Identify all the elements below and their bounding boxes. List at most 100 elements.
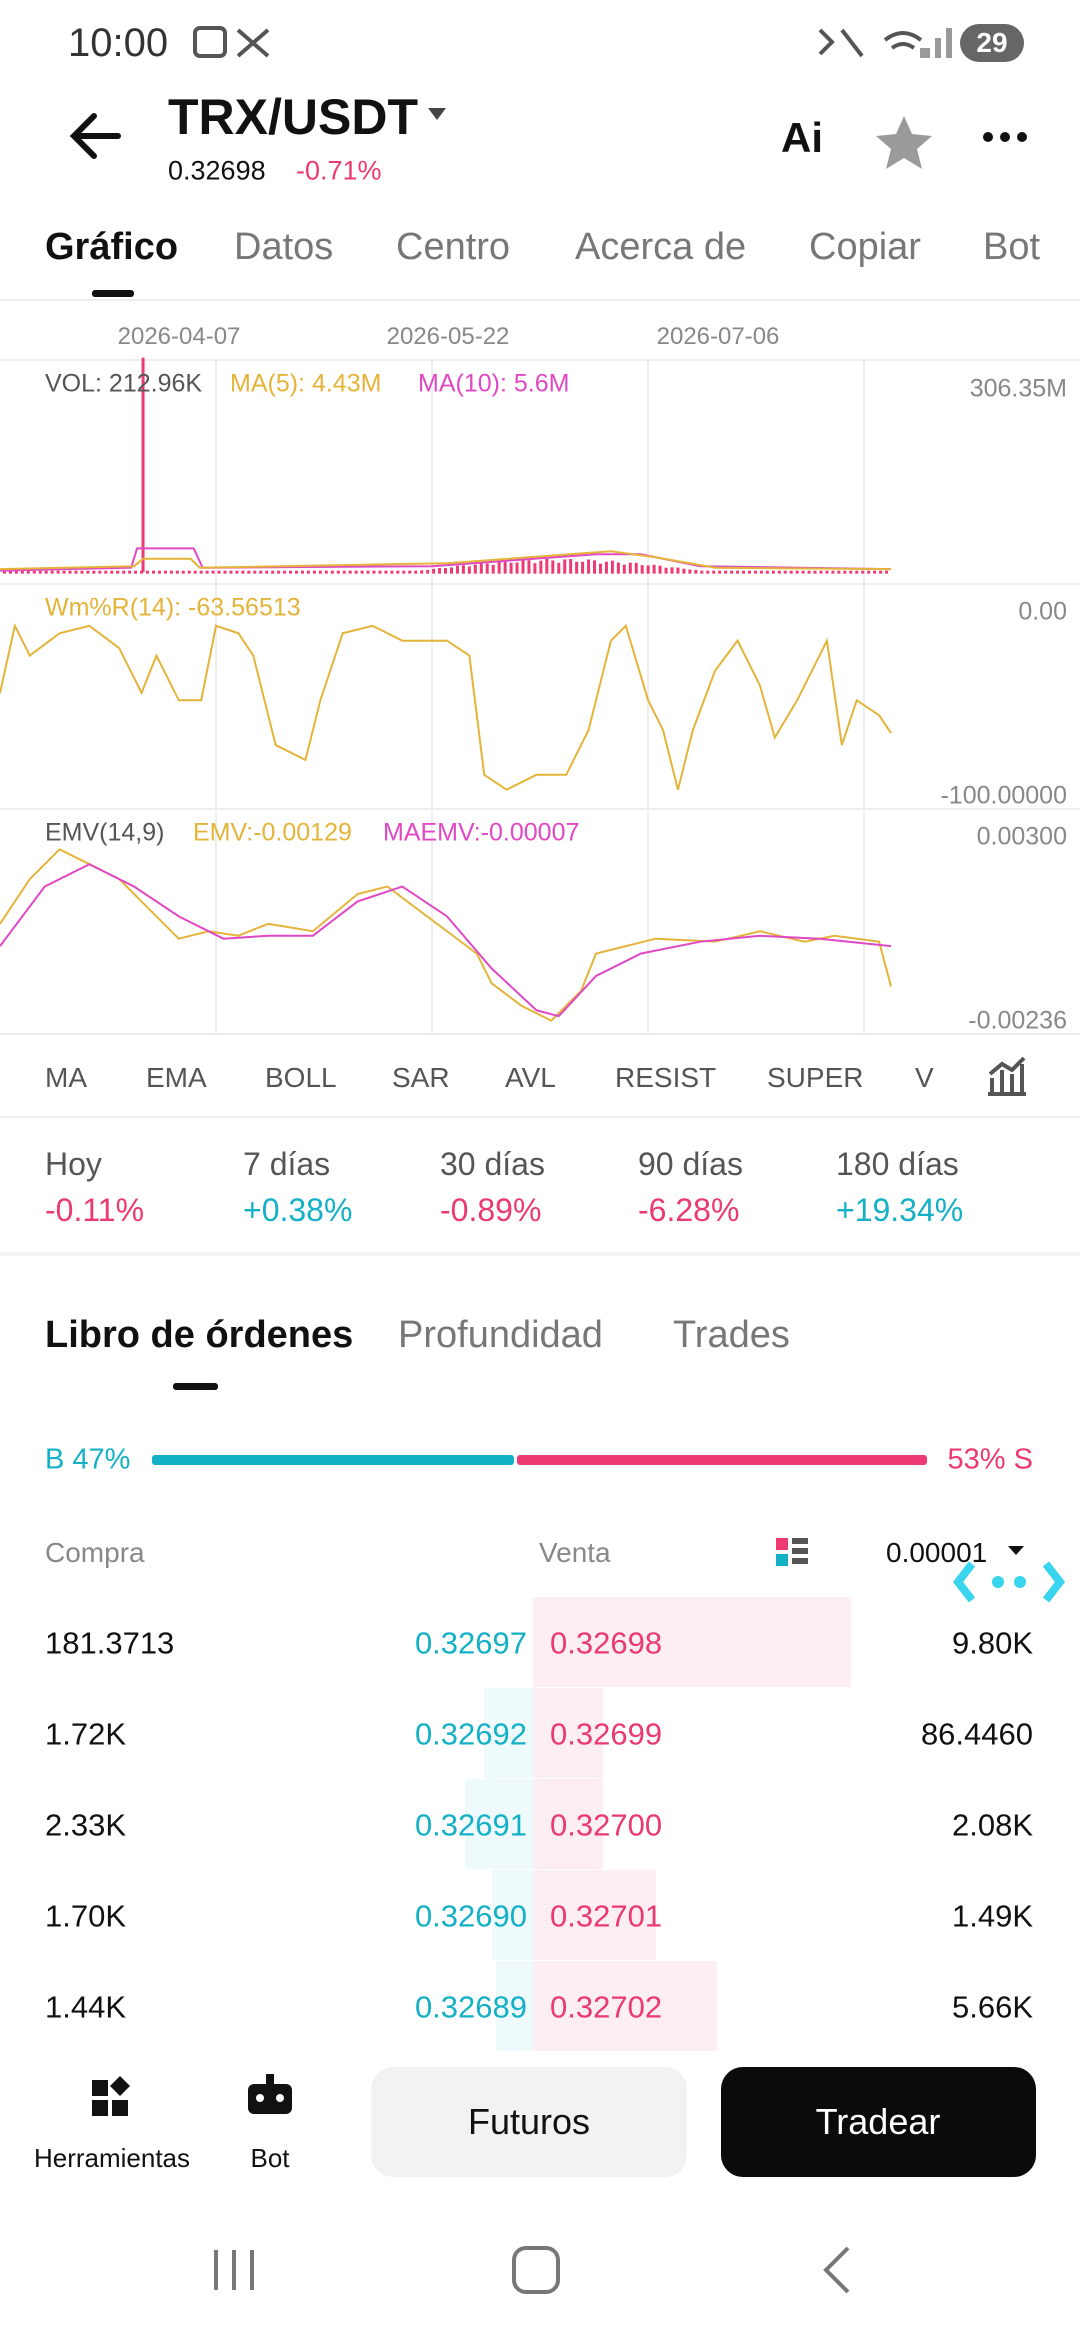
maemv-value: MAEMV:-0.00007 — [383, 818, 580, 847]
volume-bar-decor — [122, 570, 126, 574]
volume-bar-decor — [187, 570, 191, 574]
volume-bar-decor — [336, 570, 340, 574]
volume-bar-decor — [634, 562, 638, 574]
price-change: -0.71% — [296, 155, 382, 186]
volume-bar-decor — [175, 570, 179, 574]
volume-bar-decor — [581, 561, 585, 574]
period-change: +0.38% — [243, 1192, 353, 1228]
volume-bar-decor — [521, 559, 525, 574]
floating-widget[interactable] — [952, 1561, 1066, 1603]
tab[interactable]: Acerca de — [575, 226, 747, 268]
bid-size: 1.70K — [45, 1898, 127, 1934]
futures-label[interactable]: Futuros — [467, 2101, 591, 2142]
status-icon — [193, 26, 227, 58]
indicator-tab[interactable]: AVL — [505, 1062, 556, 1093]
volume-bar-decor — [831, 570, 835, 574]
volume-bar-decor — [110, 570, 114, 574]
indicator-tab[interactable]: V — [915, 1062, 934, 1093]
volume-bar-decor — [730, 570, 734, 574]
back-button[interactable] — [69, 113, 121, 159]
volume-bar-decor — [789, 570, 793, 574]
indicator-line — [0, 550, 892, 571]
buy-ratio: B 47% — [45, 1443, 131, 1476]
tab[interactable]: Datos — [234, 226, 334, 268]
volume-bar-decor — [616, 562, 620, 574]
indicator-settings[interactable] — [988, 1056, 1026, 1096]
tab[interactable]: Bot — [983, 226, 1041, 268]
tab[interactable]: Gráfico — [45, 226, 179, 268]
volume-bar-decor — [199, 570, 203, 574]
volume-bar-decor — [646, 565, 650, 574]
favorite-star[interactable] — [876, 116, 932, 169]
bid-price: 0.32690 — [414, 1898, 527, 1934]
pair-title[interactable]: TRX/USDT — [168, 89, 418, 145]
emv-value: EMV:-0.00129 — [193, 818, 352, 847]
bot-icon[interactable] — [248, 2074, 292, 2114]
indicator-tab[interactable]: EMA — [146, 1062, 207, 1093]
sell-ratio-bar — [517, 1455, 927, 1465]
period-change: -0.11% — [45, 1192, 145, 1228]
indicator-tab[interactable]: SUPER — [767, 1062, 864, 1093]
floating-widget[interactable] — [1014, 1576, 1026, 1588]
chart-grid — [0, 359, 1080, 1035]
volume-bar-decor — [598, 563, 602, 574]
volume-bar-decor — [348, 570, 352, 574]
volume-bar-decor — [360, 570, 364, 574]
trade-label[interactable]: Tradear — [815, 2101, 941, 2142]
volume-bar-decor — [885, 570, 889, 574]
indicator-tab[interactable]: BOLL — [265, 1062, 337, 1093]
volume-bar-decor — [312, 570, 316, 574]
tools-label[interactable]: Herramientas — [33, 2143, 191, 2173]
indicator-tab[interactable]: RESIST — [615, 1062, 717, 1093]
indicator-tab[interactable]: MA — [45, 1062, 87, 1093]
volume-bar-decor — [753, 570, 757, 574]
book-tab[interactable]: Trades — [673, 1314, 790, 1356]
floating-widget[interactable] — [992, 1576, 1004, 1588]
period-change: -6.28% — [638, 1192, 740, 1228]
period-label: 90 días — [638, 1146, 743, 1182]
period-label: 7 días — [243, 1146, 331, 1182]
book-tab[interactable]: Libro de órdenes — [45, 1314, 354, 1356]
tools-icon[interactable] — [92, 2076, 130, 2116]
bot-label[interactable]: Bot — [250, 2143, 290, 2173]
volume-bar-decor — [128, 570, 132, 574]
tab[interactable]: Copiar — [809, 226, 921, 268]
system-nav[interactable] — [214, 2246, 850, 2294]
volume-bar-decor — [193, 570, 197, 574]
volume-bar-decor — [402, 570, 406, 574]
volume-bar-decor — [771, 570, 775, 574]
volume-bar-decor — [628, 562, 632, 574]
volume-bar-decor — [467, 566, 471, 574]
dropdown-arrow[interactable] — [428, 108, 446, 120]
volume-bar-decor — [861, 570, 865, 574]
futures-button[interactable] — [371, 2067, 687, 2177]
ai-button[interactable]: Ai — [781, 114, 823, 161]
volume-bar-decor — [515, 562, 519, 574]
volume-bar-decor — [289, 570, 293, 574]
volume-bar-decor — [670, 567, 674, 574]
volume-bar-decor — [622, 564, 626, 574]
date-label: 2026-04-07 — [117, 323, 241, 350]
precision-select[interactable]: 0.00001 — [886, 1537, 988, 1568]
trade-button[interactable] — [721, 2067, 1036, 2177]
depth-bars — [465, 1597, 851, 2051]
volume-bar-decor — [420, 570, 424, 574]
bid-price: 0.32692 — [414, 1716, 527, 1752]
volume-bar-decor — [747, 570, 751, 574]
volume-bar-decor — [68, 570, 72, 574]
volume-bar-decor — [134, 570, 138, 574]
tab[interactable]: Centro — [396, 226, 511, 268]
more-menu[interactable] — [983, 132, 1027, 142]
volume-bar-decor — [390, 570, 394, 574]
book-tab[interactable]: Profundidad — [398, 1314, 603, 1356]
precision-arrow[interactable] — [1008, 1546, 1024, 1555]
bid-price: 0.32689 — [414, 1989, 527, 2025]
volume-bar-decor — [825, 570, 829, 574]
period-label: 180 días — [836, 1146, 959, 1182]
volume-bar-decor — [759, 570, 763, 574]
volume-bar-decor — [658, 565, 662, 574]
volume-bar-decor — [306, 570, 310, 574]
indicator-tab[interactable]: SAR — [392, 1062, 450, 1093]
volume-bar-decor — [104, 570, 108, 574]
